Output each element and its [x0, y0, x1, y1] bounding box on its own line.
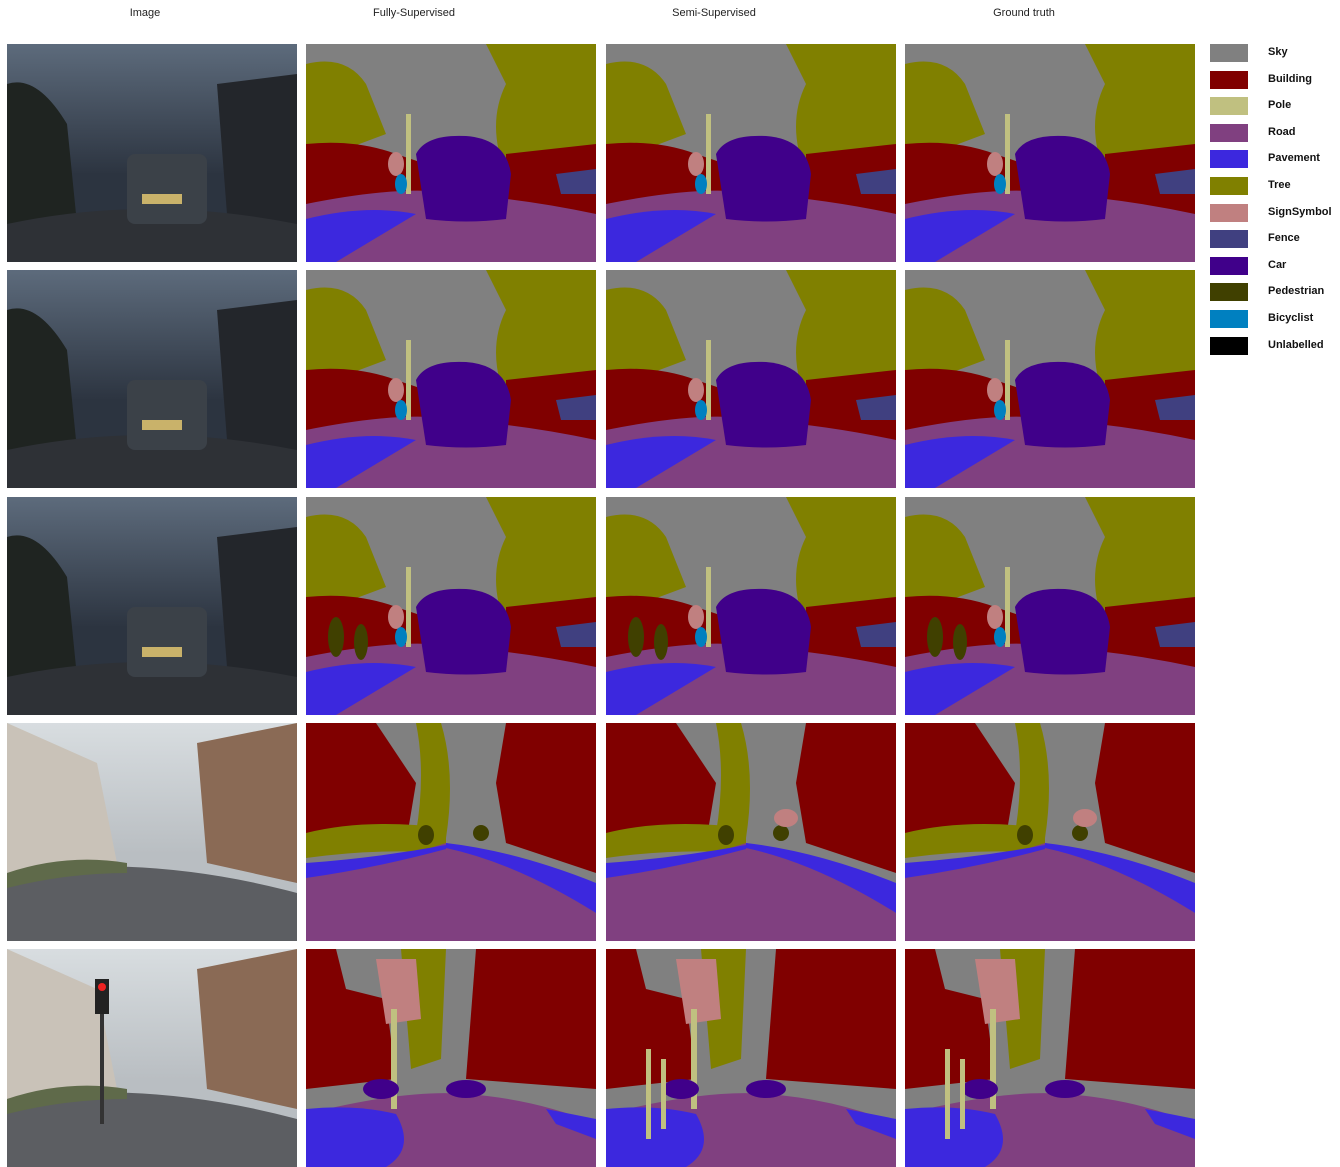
- semi-supervised-segmentation-graphic: [606, 497, 896, 715]
- input-image: [7, 497, 297, 715]
- legend-label: Tree: [1268, 178, 1291, 191]
- ground-truth-segmentation-graphic: [905, 497, 1195, 715]
- ground-truth-segmentation-graphic: [905, 44, 1195, 262]
- semi-supervised-segmentation: [606, 497, 896, 715]
- fully-supervised-segmentation-graphic: [306, 723, 596, 941]
- legend-item-bicyclist: Bicyclist: [1210, 309, 1340, 337]
- legend-label: Fence: [1268, 232, 1300, 245]
- column-header-fully-supervised: Fully-Supervised: [373, 7, 455, 19]
- ground-truth-segmentation-graphic: [905, 949, 1195, 1167]
- input-image: [7, 270, 297, 488]
- legend-label: SignSymbol: [1268, 205, 1332, 218]
- swatch-unlabelled: [1210, 336, 1248, 355]
- legend-label: Pedestrian: [1268, 285, 1325, 298]
- semi-supervised-segmentation: [606, 723, 896, 941]
- column-header-semi-supervised: Semi-Supervised: [672, 7, 756, 19]
- ground-truth-segmentation-graphic: [905, 270, 1195, 488]
- legend-item-road: Road: [1210, 123, 1340, 151]
- legend-item-sky: Sky: [1210, 44, 1340, 71]
- fully-supervised-segmentation: [306, 723, 596, 941]
- legend-label: Unlabelled: [1268, 338, 1324, 351]
- swatch-pavement: [1210, 150, 1248, 169]
- input-image-graphic: [7, 723, 297, 941]
- fully-supervised-segmentation-graphic: [306, 44, 596, 262]
- legend-label: Pavement: [1268, 152, 1320, 165]
- swatch-pole: [1210, 97, 1248, 116]
- column-header-image: Image: [129, 7, 161, 19]
- fully-supervised-segmentation-graphic: [306, 270, 596, 488]
- input-image: [7, 949, 297, 1167]
- legend-label: Bicyclist: [1268, 311, 1314, 324]
- swatch-tree: [1210, 176, 1248, 195]
- input-image-graphic: [7, 949, 297, 1167]
- input-image-graphic: [7, 497, 297, 715]
- legend-item-car: Car: [1210, 256, 1340, 284]
- fully-supervised-segmentation-graphic: [306, 497, 596, 715]
- ground-truth-segmentation-graphic: [905, 723, 1195, 941]
- class-legend: Sky Building Pole Road Pavement Tree Sig…: [1210, 44, 1340, 363]
- legend-item-unlabelled: Unlabelled: [1210, 336, 1340, 364]
- legend-item-pedestrian: Pedestrian: [1210, 283, 1340, 310]
- swatch-building: [1210, 70, 1248, 89]
- fully-supervised-segmentation: [306, 270, 596, 488]
- legend-label: Sky: [1268, 46, 1288, 58]
- input-image-graphic: [7, 270, 297, 488]
- swatch-bicyclist: [1210, 309, 1248, 328]
- ground-truth-segmentation: [905, 723, 1195, 941]
- fully-supervised-segmentation-graphic: [306, 949, 596, 1167]
- semi-supervised-segmentation-graphic: [606, 270, 896, 488]
- legend-item-pavement: Pavement: [1210, 150, 1340, 177]
- ground-truth-segmentation: [905, 949, 1195, 1167]
- ground-truth-segmentation: [905, 270, 1195, 488]
- ground-truth-segmentation: [905, 497, 1195, 715]
- input-image: [7, 723, 297, 941]
- legend-label: Road: [1268, 125, 1296, 138]
- fully-supervised-segmentation: [306, 497, 596, 715]
- swatch-pedestrian: [1210, 283, 1248, 302]
- semi-supervised-segmentation-graphic: [606, 949, 896, 1167]
- semi-supervised-segmentation-graphic: [606, 44, 896, 262]
- swatch-road: [1210, 123, 1248, 142]
- legend-label: Car: [1268, 258, 1287, 271]
- swatch-car: [1210, 256, 1248, 275]
- semi-supervised-segmentation: [606, 44, 896, 262]
- semi-supervised-segmentation: [606, 949, 896, 1167]
- swatch-fence: [1210, 230, 1248, 249]
- swatch-sky: [1210, 44, 1248, 62]
- semi-supervised-segmentation-graphic: [606, 723, 896, 941]
- input-image: [7, 44, 297, 262]
- ground-truth-segmentation: [905, 44, 1195, 262]
- legend-item-fence: Fence: [1210, 230, 1340, 257]
- input-image-graphic: [7, 44, 297, 262]
- legend-item-signsymbol: SignSymbol: [1210, 203, 1340, 231]
- semi-supervised-segmentation: [606, 270, 896, 488]
- legend-item-pole: Pole: [1210, 97, 1340, 124]
- legend-item-building: Building: [1210, 70, 1340, 98]
- fully-supervised-segmentation: [306, 44, 596, 262]
- legend-label: Pole: [1268, 99, 1292, 112]
- column-header-ground-truth: Ground truth: [993, 7, 1055, 19]
- swatch-signsymbol: [1210, 203, 1248, 222]
- legend-item-tree: Tree: [1210, 176, 1340, 204]
- legend-label: Building: [1268, 72, 1312, 85]
- fully-supervised-segmentation: [306, 949, 596, 1167]
